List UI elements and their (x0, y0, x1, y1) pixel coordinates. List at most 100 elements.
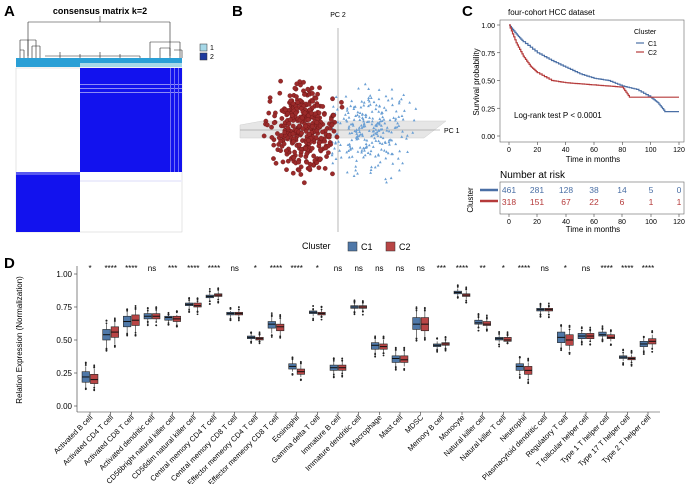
pca-point-c1 (401, 117, 405, 121)
box-outlier (465, 299, 468, 302)
box-outlier (498, 333, 501, 335)
pca-point-c1 (330, 151, 334, 155)
pca-point-c1 (360, 99, 364, 103)
box-outlier (477, 316, 480, 319)
box-outlier (539, 305, 542, 308)
pca-point-c2 (304, 159, 309, 165)
box-outlier (547, 304, 550, 307)
pca-point-c1 (367, 129, 371, 132)
pca-point-c1 (338, 121, 342, 125)
box-outlier (208, 300, 211, 303)
box-outlier (506, 332, 509, 335)
pca-point-c2 (283, 148, 289, 154)
pca-point-c1 (362, 155, 365, 159)
box-outlier (589, 328, 592, 331)
significance-label: ns (396, 264, 404, 273)
pca-point-c1 (390, 96, 394, 100)
km-xlabel: Time in months (566, 155, 620, 164)
pca-point-c1 (337, 140, 340, 143)
box-outlier (630, 361, 633, 364)
pca-point-c1 (362, 125, 365, 128)
pca-point-c1 (387, 129, 391, 133)
km-xtick-label: 0 (507, 147, 511, 154)
significance-label: ns (375, 264, 383, 273)
pca-point-c2 (302, 110, 308, 116)
risk-xtick-label: 120 (673, 219, 685, 226)
box-outlier (155, 306, 158, 309)
pca-point-c2 (313, 135, 319, 140)
pca-point-c2 (298, 164, 304, 170)
box-legend-c2-swatch (385, 241, 396, 252)
pca-point-c1 (396, 157, 400, 160)
pca-point-c1 (356, 150, 360, 153)
pca-point-c2 (287, 117, 293, 123)
risk-c2-value: 6 (620, 197, 625, 207)
pca-point-c1 (365, 138, 369, 142)
box-rect (164, 315, 173, 321)
matrix-stripe (178, 68, 179, 172)
pca-point-c2 (298, 172, 304, 177)
pca-point-c2 (265, 122, 270, 128)
pca-point-c1 (406, 150, 409, 154)
box-outlier (105, 319, 108, 322)
box-outlier (279, 336, 282, 339)
pca-point-c1 (350, 146, 354, 150)
pca-point-c2 (330, 96, 335, 102)
pca-point-c1 (343, 113, 347, 116)
pca-point-c2 (314, 160, 320, 165)
risk-c2-value: 1 (677, 197, 682, 207)
box-rect (276, 323, 285, 332)
box-ytick-label: 0.25 (56, 369, 72, 378)
box-outlier (518, 373, 521, 376)
box-outlier (84, 364, 87, 366)
pca-point-c2 (301, 180, 307, 186)
matrix-stripe (80, 92, 182, 93)
pca-point-c1 (352, 174, 356, 177)
km-xtick-label: 100 (645, 147, 657, 154)
pca-point-c1 (335, 132, 339, 135)
box-outlier (415, 306, 418, 309)
pca-point-c1 (376, 134, 380, 137)
pca-point-c1 (366, 151, 370, 154)
pca-point-c1 (334, 157, 338, 161)
box-outlier (332, 373, 335, 376)
box-outlier (547, 316, 550, 319)
pca-point-c1 (371, 116, 375, 120)
box-outlier (477, 329, 480, 332)
box-outlier (341, 375, 344, 378)
significance-label: ns (582, 264, 590, 273)
box-outlier (630, 363, 633, 366)
pca-point-c1 (350, 131, 354, 135)
box-outlier (622, 361, 625, 364)
risk-xtick-label: 60 (590, 219, 598, 226)
box-outlier (444, 349, 447, 352)
pca-point-c2 (330, 171, 335, 177)
box-outlier (527, 357, 530, 360)
significance-label: **** (270, 264, 282, 273)
pca-point-c1 (354, 136, 358, 139)
pca-point-c2 (277, 90, 283, 96)
pca-point-c2 (320, 104, 326, 109)
box-outlier (93, 389, 96, 391)
pca-point-c1 (398, 149, 402, 153)
pca-point-c1 (345, 119, 349, 123)
box-outlier (477, 326, 480, 329)
pca-point-c1 (377, 121, 381, 124)
pca-point-c1 (361, 146, 365, 150)
pca-point-c1 (358, 130, 362, 134)
significance-label: * (564, 264, 567, 273)
box-outlier (270, 312, 273, 315)
risk-c1-value: 14 (617, 185, 627, 195)
box-outlier (361, 300, 364, 302)
box-outlier (175, 310, 178, 313)
pca-point-c1 (350, 155, 354, 158)
pca-point-c1 (360, 126, 364, 129)
risk-xlabel: Time in months (566, 225, 620, 234)
significance-label: *** (437, 264, 446, 273)
box-outlier (539, 313, 542, 316)
pca-point-c2 (283, 107, 288, 113)
box-outlier (167, 323, 170, 326)
